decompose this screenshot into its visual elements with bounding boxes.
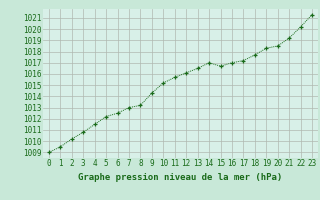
X-axis label: Graphe pression niveau de la mer (hPa): Graphe pression niveau de la mer (hPa) bbox=[78, 173, 283, 182]
